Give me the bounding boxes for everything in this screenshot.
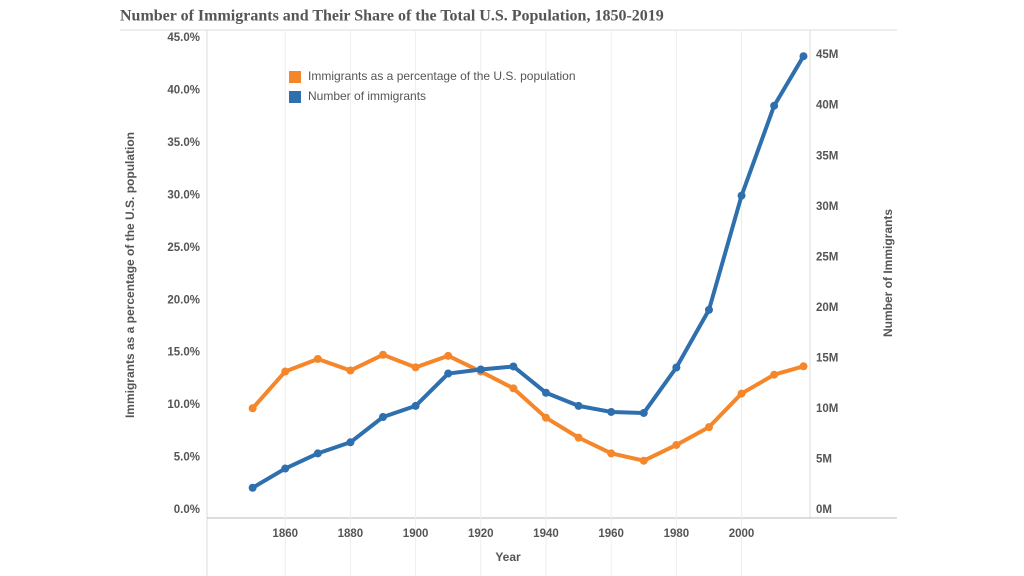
data-point: [704, 305, 713, 314]
y-tick-label: 30.0%: [167, 189, 200, 201]
x-tick-label: 1920: [468, 528, 494, 540]
data-point: [444, 351, 453, 360]
data-point: [672, 440, 681, 449]
legend-label: Number of immigrants: [308, 89, 426, 103]
data-point: [541, 388, 550, 397]
data-point: [672, 363, 681, 372]
data-point: [737, 389, 746, 398]
legend-swatch: [289, 71, 301, 83]
y2-tick-label: 25M: [816, 251, 838, 263]
y-tick-label: 25.0%: [167, 242, 200, 254]
y2-tick-label: 15M: [816, 352, 838, 364]
y2-tick-label: 40M: [816, 100, 838, 112]
data-point: [770, 101, 779, 110]
y-tick-label: 35.0%: [167, 137, 200, 149]
data-point: [509, 384, 518, 393]
data-point: [248, 483, 257, 492]
data-point: [313, 354, 322, 363]
y-tick-label: 5.0%: [174, 452, 200, 464]
data-point: [281, 367, 290, 376]
data-point: [379, 350, 388, 359]
data-point: [509, 362, 518, 371]
y-tick-label: 0.0%: [174, 504, 200, 516]
x-tick-label: 1960: [598, 528, 624, 540]
data-point: [770, 370, 779, 379]
y2-tick-label: 20M: [816, 302, 838, 314]
x-tick-label: 1980: [664, 528, 690, 540]
y2-tick-label: 45M: [816, 49, 838, 61]
data-point: [248, 404, 257, 413]
data-point: [476, 365, 485, 374]
data-point: [444, 369, 453, 378]
x-tick-label: 1900: [403, 528, 429, 540]
data-point: [607, 407, 616, 416]
x-tick-label: 2000: [729, 528, 755, 540]
chart-title: Number of Immigrants and Their Share of …: [120, 8, 664, 25]
y-tick-label: 10.0%: [167, 399, 200, 411]
data-point: [281, 464, 290, 473]
data-point: [346, 366, 355, 375]
data-point: [799, 52, 808, 61]
data-point: [574, 401, 583, 410]
legend-swatch: [289, 91, 301, 103]
data-point: [346, 438, 355, 447]
y-tick-label: 20.0%: [167, 294, 200, 306]
y2-axis-title: Number of Immigrants: [881, 209, 895, 337]
y-tick-label: 15.0%: [167, 347, 200, 359]
y2-tick-label: 0M: [816, 504, 832, 516]
data-point: [639, 408, 648, 417]
data-point: [313, 449, 322, 458]
data-point: [799, 362, 808, 371]
legend-label: Immigrants as a percentage of the U.S. p…: [308, 69, 576, 83]
data-point: [541, 413, 550, 422]
x-tick-label: 1880: [338, 528, 364, 540]
series-line: [251, 55, 806, 490]
y2-tick-label: 10M: [816, 403, 838, 415]
x-axis-title: Year: [495, 550, 521, 564]
data-point: [379, 413, 388, 422]
x-tick-label: 1940: [533, 528, 559, 540]
data-point: [607, 449, 616, 458]
data-point: [737, 191, 746, 200]
x-tick-label: 1860: [272, 528, 298, 540]
data-point: [411, 401, 420, 410]
data-point: [574, 433, 583, 442]
data-point: [639, 456, 648, 465]
y-tick-label: 45.0%: [167, 32, 200, 44]
y2-tick-label: 35M: [816, 150, 838, 162]
data-point: [411, 363, 420, 372]
y-tick-label: 40.0%: [167, 84, 200, 96]
y2-tick-label: 5M: [816, 453, 832, 465]
data-point: [704, 423, 713, 432]
series-line: [251, 352, 805, 463]
y-axis-title: Immigrants as a percentage of the U.S. p…: [123, 132, 137, 418]
y2-tick-label: 30M: [816, 201, 838, 213]
